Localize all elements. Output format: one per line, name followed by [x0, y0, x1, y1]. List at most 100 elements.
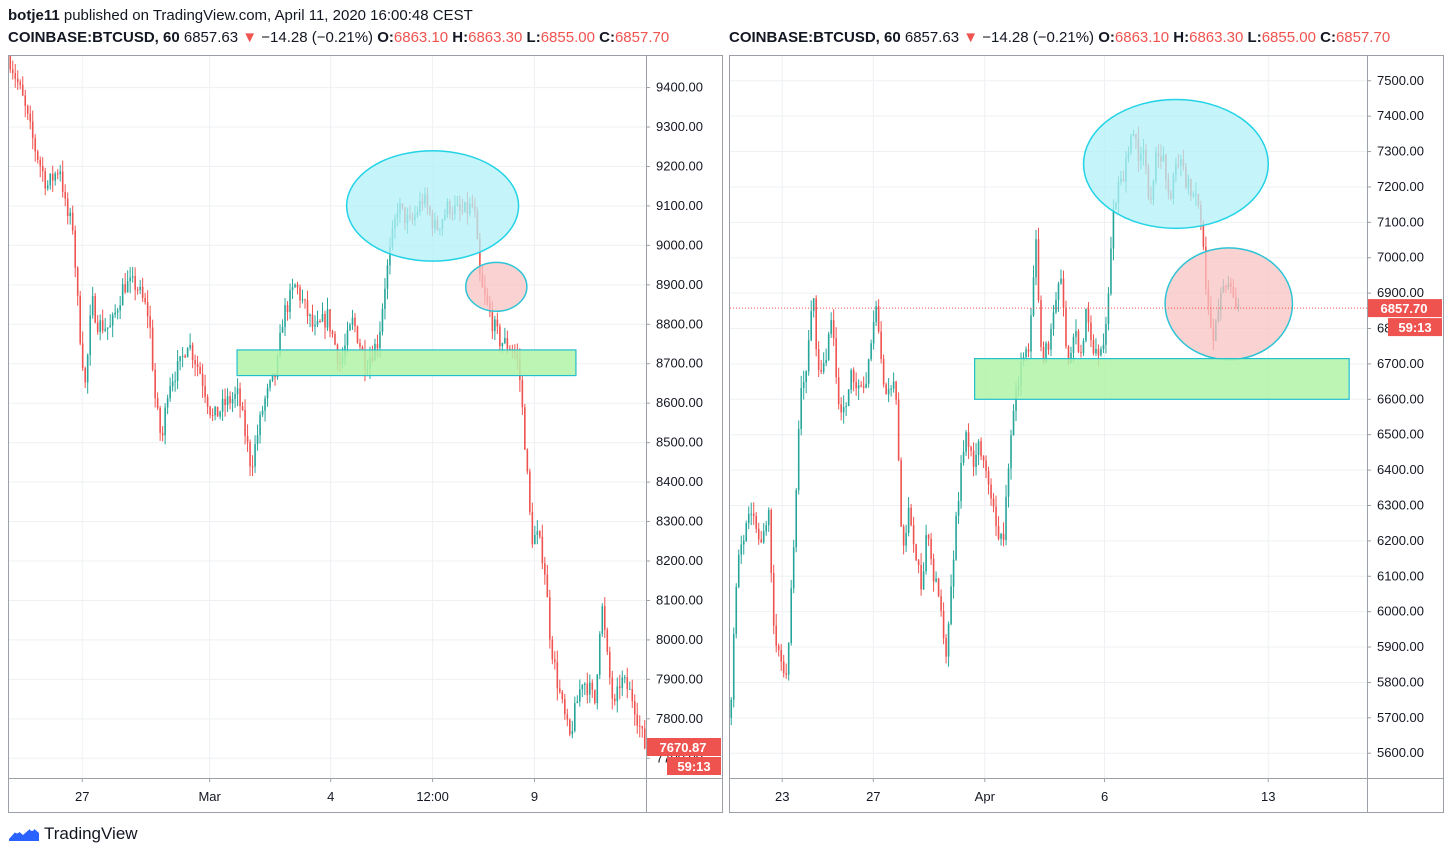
candle-body: [1012, 410, 1015, 436]
candle-body: [41, 165, 44, 172]
open-label: O:: [377, 29, 394, 46]
candle-body: [638, 725, 641, 727]
candle-body: [1100, 349, 1102, 356]
candle-body: [206, 396, 209, 407]
author-name[interactable]: botje11: [8, 7, 60, 24]
candle-body: [583, 683, 586, 685]
candle-body: [1007, 468, 1010, 497]
chart-panel-left[interactable]: 9400.00 9300.00 9200.00 9100.00 9000.00 8900.…: [8, 55, 723, 813]
candle-body: [885, 384, 887, 395]
candle-body: [324, 314, 326, 328]
y-tick-label: 8700.00: [656, 356, 703, 371]
y-tick-label: 7400.00: [1377, 108, 1424, 123]
candle-body: [389, 247, 391, 266]
y-tick-label: 6700.00: [1377, 356, 1424, 371]
candle-body: [521, 379, 524, 408]
candle-body: [633, 701, 636, 715]
candle-body: [114, 312, 116, 315]
y-tick-label: 7000.00: [1377, 250, 1424, 265]
candle-body: [977, 441, 980, 455]
candle-body: [354, 317, 356, 327]
candlestick-chart-left[interactable]: 9400.00 9300.00 9200.00 9100.00 9000.00 8900.…: [9, 56, 722, 812]
candle-body: [539, 531, 541, 537]
candle-body: [1065, 308, 1067, 347]
candle-body: [825, 360, 827, 364]
symbol-legend-left: COINBASE:BTCUSD, 60 6857.63 ▼ −14.28 (−0…: [8, 29, 669, 46]
candle-body: [920, 565, 922, 590]
candle-body: [820, 370, 822, 372]
candle-body: [226, 396, 229, 406]
candle-body: [569, 719, 571, 735]
candle-body: [504, 338, 506, 344]
candle-body: [1010, 435, 1012, 469]
candle-body: [1035, 239, 1037, 278]
candle-body: [251, 466, 254, 468]
tradingview-brand: TradingView: [44, 824, 138, 843]
candle-body: [186, 348, 189, 358]
y-tick-label: 8600.00: [656, 395, 703, 410]
candlestick-chart-right[interactable]: 7500.00 7400.00 7300.00 7200.00 7100.00 7000.…: [730, 56, 1443, 812]
low-value: 6855.00: [1261, 29, 1316, 46]
candle-body: [216, 406, 219, 417]
countdown-tag: [1388, 318, 1442, 337]
candle-body: [144, 297, 146, 303]
candle-body: [643, 728, 646, 749]
candle-body: [356, 326, 359, 343]
candle-body: [61, 171, 64, 192]
y-tick-label: 5900.00: [1377, 639, 1424, 654]
price-tag: [647, 738, 721, 756]
candle-body: [184, 355, 186, 358]
publish-line: botje11 published on TradingView.com, Ap…: [8, 7, 473, 24]
candle-body: [574, 703, 576, 731]
candle-body: [576, 701, 579, 704]
tradingview-footer[interactable]: TradingView: [8, 824, 138, 844]
countdown-label: 59:13: [1398, 320, 1431, 335]
y-tick-label: 6400.00: [1377, 462, 1424, 477]
candle-body: [792, 547, 795, 589]
candle-body: [611, 677, 614, 699]
candle-body: [598, 633, 601, 675]
candle-body: [121, 284, 124, 306]
candle-body: [509, 348, 511, 350]
candle-body: [832, 320, 835, 339]
candle-body: [231, 398, 234, 404]
candle-body: [912, 525, 915, 545]
candle-body: [755, 515, 758, 529]
candle-body: [817, 349, 820, 371]
candle-body: [214, 406, 216, 416]
candle-body: [1107, 293, 1110, 325]
candle-body: [164, 407, 166, 436]
candle-body: [566, 714, 569, 720]
candle-body: [29, 113, 32, 122]
candle-body: [1000, 533, 1002, 539]
candle-body: [740, 544, 743, 555]
candle-body: [735, 587, 738, 634]
candle-body: [830, 320, 832, 334]
candle-body: [149, 316, 151, 328]
candle-body: [1060, 278, 1062, 284]
candle-body: [972, 450, 975, 467]
candle-body: [246, 435, 249, 443]
x-tick-label: Mar: [198, 789, 221, 804]
candle-body: [762, 531, 765, 543]
candle-body: [777, 645, 780, 650]
candle-body: [618, 686, 621, 689]
candle-body: [992, 498, 995, 507]
candle-body: [616, 686, 619, 702]
candle-body: [99, 320, 101, 332]
candle-body: [955, 515, 957, 560]
candle-body: [957, 501, 960, 516]
candle-body: [386, 265, 389, 289]
candle-body: [628, 688, 631, 690]
candle-body: [865, 383, 867, 388]
candle-body: [541, 536, 544, 564]
y-tick-label: 9200.00: [656, 158, 703, 173]
candle-body: [279, 332, 281, 356]
chart-panel-right[interactable]: 7500.00 7400.00 7300.00 7200.00 7100.00 7000.…: [729, 55, 1444, 813]
candle-body: [927, 535, 930, 539]
candle-body: [284, 305, 286, 327]
y-tick-label: 8300.00: [656, 514, 703, 529]
candle-body: [1045, 343, 1047, 363]
high-value: 6863.30: [468, 29, 523, 46]
candle-body: [234, 394, 236, 399]
